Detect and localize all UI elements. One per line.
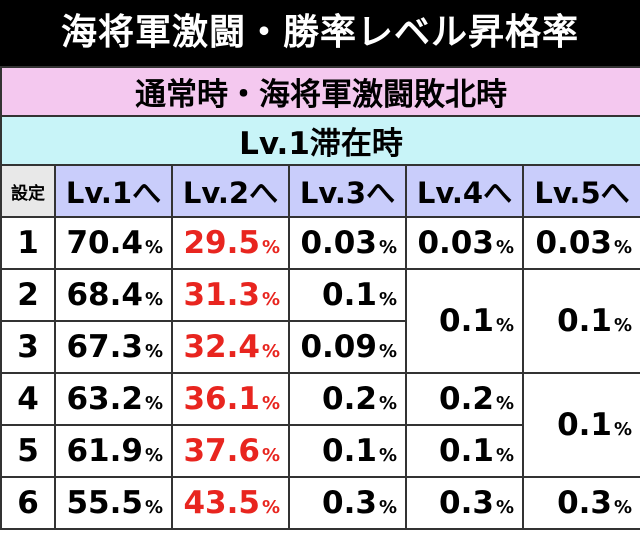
lv4-cell: 0.2% bbox=[405, 372, 524, 426]
lv1-cell: 55.5% bbox=[54, 476, 173, 530]
lv4-cell: 0.1% bbox=[405, 424, 524, 478]
rate-table: 通常時・海将軍激闘敗北時 Lv.1滞在時 設定 Lv.1へ Lv.2へ Lv.3… bbox=[0, 66, 640, 530]
lv3-cell: 0.3% bbox=[288, 476, 407, 530]
lv4-merged-cell: 0.1% bbox=[405, 268, 524, 374]
lv4-cell: 0.3% bbox=[405, 476, 524, 530]
header-lv3: Lv.3へ bbox=[288, 164, 407, 218]
lv1-cell: 63.2% bbox=[54, 372, 173, 426]
lv3-cell: 0.2% bbox=[288, 372, 407, 426]
lv1-cell: 67.3% bbox=[54, 320, 173, 374]
setting-cell: 2 bbox=[0, 268, 56, 322]
page-title: 海将軍激闘・勝率レベル昇格率 bbox=[0, 0, 640, 66]
header-lv5: Lv.5へ bbox=[521, 164, 640, 218]
lv1-cell: 68.4% bbox=[54, 268, 173, 322]
table-row: 5 61.9% 37.6% 0.1% 0.1% bbox=[0, 424, 640, 478]
lv5-merged-cell: 0.1% bbox=[521, 372, 640, 478]
setting-cell: 3 bbox=[0, 320, 56, 374]
lv2-cell: 32.4% bbox=[171, 320, 290, 374]
lv3-cell: 0.1% bbox=[288, 268, 407, 322]
lv2-cell: 37.6% bbox=[171, 424, 290, 478]
lv2-cell: 29.5% bbox=[171, 216, 290, 270]
table-subtitle: 通常時・海将軍激闘敗北時 bbox=[0, 66, 640, 117]
table-row: 4 63.2% 36.1% 0.2% 0.2% 0.1% bbox=[0, 372, 640, 478]
header-lv2: Lv.2へ bbox=[171, 164, 290, 218]
setting-cell: 4 bbox=[0, 372, 56, 426]
lv5-merged-cell: 0.1% bbox=[521, 268, 640, 374]
lv5-cell: 0.3% bbox=[521, 476, 640, 530]
lv3-cell: 0.03% bbox=[288, 216, 407, 270]
lv4-cell: 0.03% bbox=[405, 216, 524, 270]
table-row: 6 55.5% 43.5% 0.3% 0.3% 0.3% bbox=[0, 476, 640, 530]
table-condition: Lv.1滞在時 bbox=[0, 115, 640, 166]
lv1-cell: 61.9% bbox=[54, 424, 173, 478]
lv5-cell: 0.03% bbox=[521, 216, 640, 270]
header-lv1: Lv.1へ bbox=[54, 164, 173, 218]
lv3-cell: 0.1% bbox=[288, 424, 407, 478]
header-lv4: Lv.4へ bbox=[405, 164, 524, 218]
lv2-cell: 43.5% bbox=[171, 476, 290, 530]
table-row: 1 70.4% 29.5% 0.03% 0.03% 0.03% bbox=[0, 216, 640, 270]
setting-cell: 5 bbox=[0, 424, 56, 478]
header-setting: 設定 bbox=[0, 164, 56, 218]
table-row: 2 68.4% 31.3% 0.1% 0.1% 0.1% bbox=[0, 268, 640, 374]
table-row: 3 67.3% 32.4% 0.09% bbox=[0, 320, 640, 374]
setting-cell: 1 bbox=[0, 216, 56, 270]
lv2-cell: 31.3% bbox=[171, 268, 290, 322]
setting-cell: 6 bbox=[0, 476, 56, 530]
lv2-cell: 36.1% bbox=[171, 372, 290, 426]
header-row: 設定 Lv.1へ Lv.2へ Lv.3へ Lv.4へ Lv.5へ bbox=[0, 164, 640, 218]
lv3-cell: 0.09% bbox=[288, 320, 407, 374]
lv1-cell: 70.4% bbox=[54, 216, 173, 270]
